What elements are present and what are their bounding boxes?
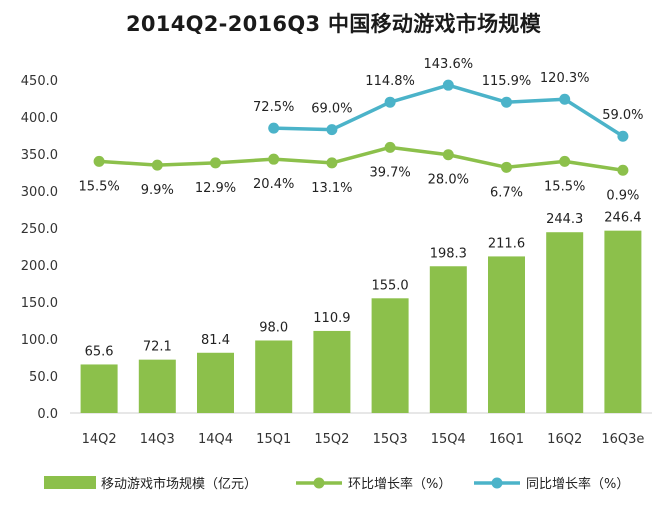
line-point: [384, 96, 396, 108]
line-value-label: 12.9%: [195, 181, 236, 196]
line-point: [559, 155, 571, 167]
bar-value-label: 72.1: [143, 340, 172, 355]
line-point: [326, 124, 338, 136]
legend: 移动游戏市场规模（亿元） 环比增长率（%） 同比增长率（%）: [44, 476, 629, 492]
line-value-label: 143.6%: [424, 57, 474, 72]
bar: [429, 266, 467, 413]
line-value-label: 39.7%: [369, 165, 410, 180]
line-value-label: 72.5%: [253, 100, 294, 115]
bar-value-label: 155.0: [371, 278, 408, 293]
line-value-label: 15.5%: [78, 179, 119, 194]
legend-item-bar: 移动游戏市场规模（亿元）: [44, 476, 257, 492]
line-point: [442, 149, 454, 161]
y-tick-label: 400.0: [21, 111, 58, 126]
line-value-label: 59.0%: [602, 108, 643, 123]
y-tick-label: 200.0: [21, 259, 58, 274]
x-tick-label: 15Q1: [256, 432, 291, 447]
bar: [80, 364, 118, 413]
legend-label: 同比增长率（%）: [526, 476, 629, 492]
bar: [138, 359, 176, 413]
legend-label: 移动游戏市场规模（亿元）: [101, 476, 257, 492]
line-point: [151, 159, 163, 171]
legend-marker: [313, 477, 325, 489]
line-point: [617, 164, 629, 176]
line-point: [210, 157, 221, 169]
line-point: [93, 155, 105, 167]
y-tick-label: 50.0: [29, 370, 58, 385]
legend-item-mom: 环比增长率（%）: [296, 476, 451, 492]
x-tick-label: 15Q2: [314, 432, 349, 447]
line-value-label: 69.0%: [311, 102, 352, 117]
bar: [488, 256, 525, 413]
line-value-label: 9.9%: [141, 183, 174, 198]
line-value-label: 0.9%: [606, 188, 639, 203]
line-value-label: 115.9%: [482, 74, 532, 89]
line-point: [268, 122, 280, 134]
bar-value-label: 65.6: [85, 344, 114, 359]
bar: [313, 330, 351, 413]
line-point: [268, 153, 280, 165]
x-tick-label: 14Q3: [140, 432, 175, 447]
bar-value-label: 110.9: [313, 311, 350, 326]
y-tick-label: 450.0: [21, 74, 58, 89]
legend-swatch-bar: [44, 476, 96, 489]
line-point: [501, 96, 512, 108]
yoy-line: 72.5% 69.0% 114.8% 143.6% 115.9% 120.3% 59.0%: [253, 57, 644, 142]
legend-item-yoy: 同比增长率（%）: [474, 476, 629, 492]
mom-line: 15.5% 9.9% 12.9% 20.4% 13.1% 39.7% 28.0% 6.7% 15…: [78, 141, 639, 203]
bar-series: 65.6 72.1 81.4 98.0 110.9 155.0 198.3 211.6 244.…: [80, 211, 642, 413]
line-point: [617, 130, 629, 142]
y-tick-label: 350.0: [21, 148, 58, 163]
y-tick-label: 0.0: [37, 407, 58, 422]
bar: [255, 340, 293, 413]
bar: [604, 230, 642, 413]
x-tick-label: 16Q3e: [601, 432, 644, 447]
x-tick-label: 14Q4: [198, 432, 233, 447]
mom-line-path: [98, 145, 624, 173]
bar: [197, 352, 234, 413]
line-value-label: 13.1%: [311, 181, 352, 196]
line-point: [559, 93, 571, 105]
bar-value-label: 98.0: [259, 320, 288, 335]
bar-value-label: 81.4: [201, 333, 230, 348]
axes: 0.0 50.0 100.0 150.0 200.0 250.0 300.0 350.0 400…: [21, 74, 652, 447]
x-tick-label: 16Q1: [489, 432, 524, 447]
x-tick-label: 15Q3: [373, 432, 408, 447]
x-tick-label: 16Q2: [547, 432, 582, 447]
line-point: [326, 157, 338, 169]
line-value-label: 28.0%: [428, 173, 469, 188]
bar-value-label: 246.4: [604, 211, 641, 226]
line-value-label: 114.8%: [365, 74, 415, 89]
y-tick-label: 250.0: [21, 222, 58, 237]
y-tick-label: 150.0: [21, 296, 58, 311]
line-point: [384, 141, 396, 153]
line-value-label: 120.3%: [540, 71, 590, 86]
bar-value-label: 244.3: [546, 212, 583, 227]
bar-value-label: 198.3: [430, 246, 467, 261]
y-tick-label: 100.0: [21, 333, 58, 348]
line-point: [442, 79, 454, 91]
legend-marker: [491, 477, 503, 489]
x-tick-label: 15Q4: [431, 432, 466, 447]
x-tick-label: 14Q2: [82, 432, 117, 447]
bar: [546, 232, 584, 413]
bar-value-label: 211.6: [488, 236, 525, 251]
line-point: [501, 161, 512, 173]
line-value-label: 6.7%: [490, 185, 523, 200]
line-value-label: 20.4%: [253, 177, 294, 192]
chart-title: 2014Q2-2016Q3 中国移动游戏市场规模: [125, 12, 542, 36]
line-series: 15.5% 9.9% 12.9% 20.4% 13.1% 39.7% 28.0% 6.7% 15…: [78, 57, 643, 203]
line-value-label: 15.5%: [544, 179, 585, 194]
legend-label: 环比增长率（%）: [348, 476, 451, 492]
y-tick-label: 300.0: [21, 185, 58, 200]
bar: [371, 298, 409, 413]
